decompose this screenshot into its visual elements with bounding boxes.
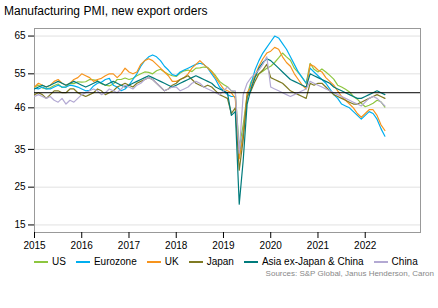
html-text:Japan: Japan bbox=[206, 256, 234, 267]
svg-text:35: 35 bbox=[14, 144, 26, 155]
svg-text:2019: 2019 bbox=[212, 240, 235, 251]
svg-text:2018: 2018 bbox=[165, 240, 188, 251]
svg-text:55: 55 bbox=[14, 68, 26, 79]
html-text:UK: UK bbox=[164, 256, 179, 267]
svg-text:2016: 2016 bbox=[71, 240, 94, 251]
html-text:US: US bbox=[52, 256, 66, 267]
svg-text:46: 46 bbox=[14, 102, 26, 113]
html-text:Manufacturing PMI, new export: Manufacturing PMI, new export orders bbox=[4, 4, 208, 18]
svg-text:2021: 2021 bbox=[307, 240, 330, 251]
svg-text:2020: 2020 bbox=[260, 240, 283, 251]
html-text:Sources: S&P Global, Janus Hen: Sources: S&P Global, Janus Henderson, Ca… bbox=[265, 269, 434, 278]
svg-text:2015: 2015 bbox=[23, 240, 46, 251]
svg-text:65: 65 bbox=[14, 30, 26, 41]
svg-text:25: 25 bbox=[14, 181, 26, 192]
svg-text:2017: 2017 bbox=[118, 240, 141, 251]
html-text:Asia ex-Japan & China: Asia ex-Japan & China bbox=[261, 256, 364, 267]
svg-text:2022: 2022 bbox=[354, 240, 377, 251]
html-text:Eurozone: Eurozone bbox=[93, 256, 137, 267]
svg-text:15: 15 bbox=[14, 219, 26, 230]
html-text:China: China bbox=[391, 256, 418, 267]
